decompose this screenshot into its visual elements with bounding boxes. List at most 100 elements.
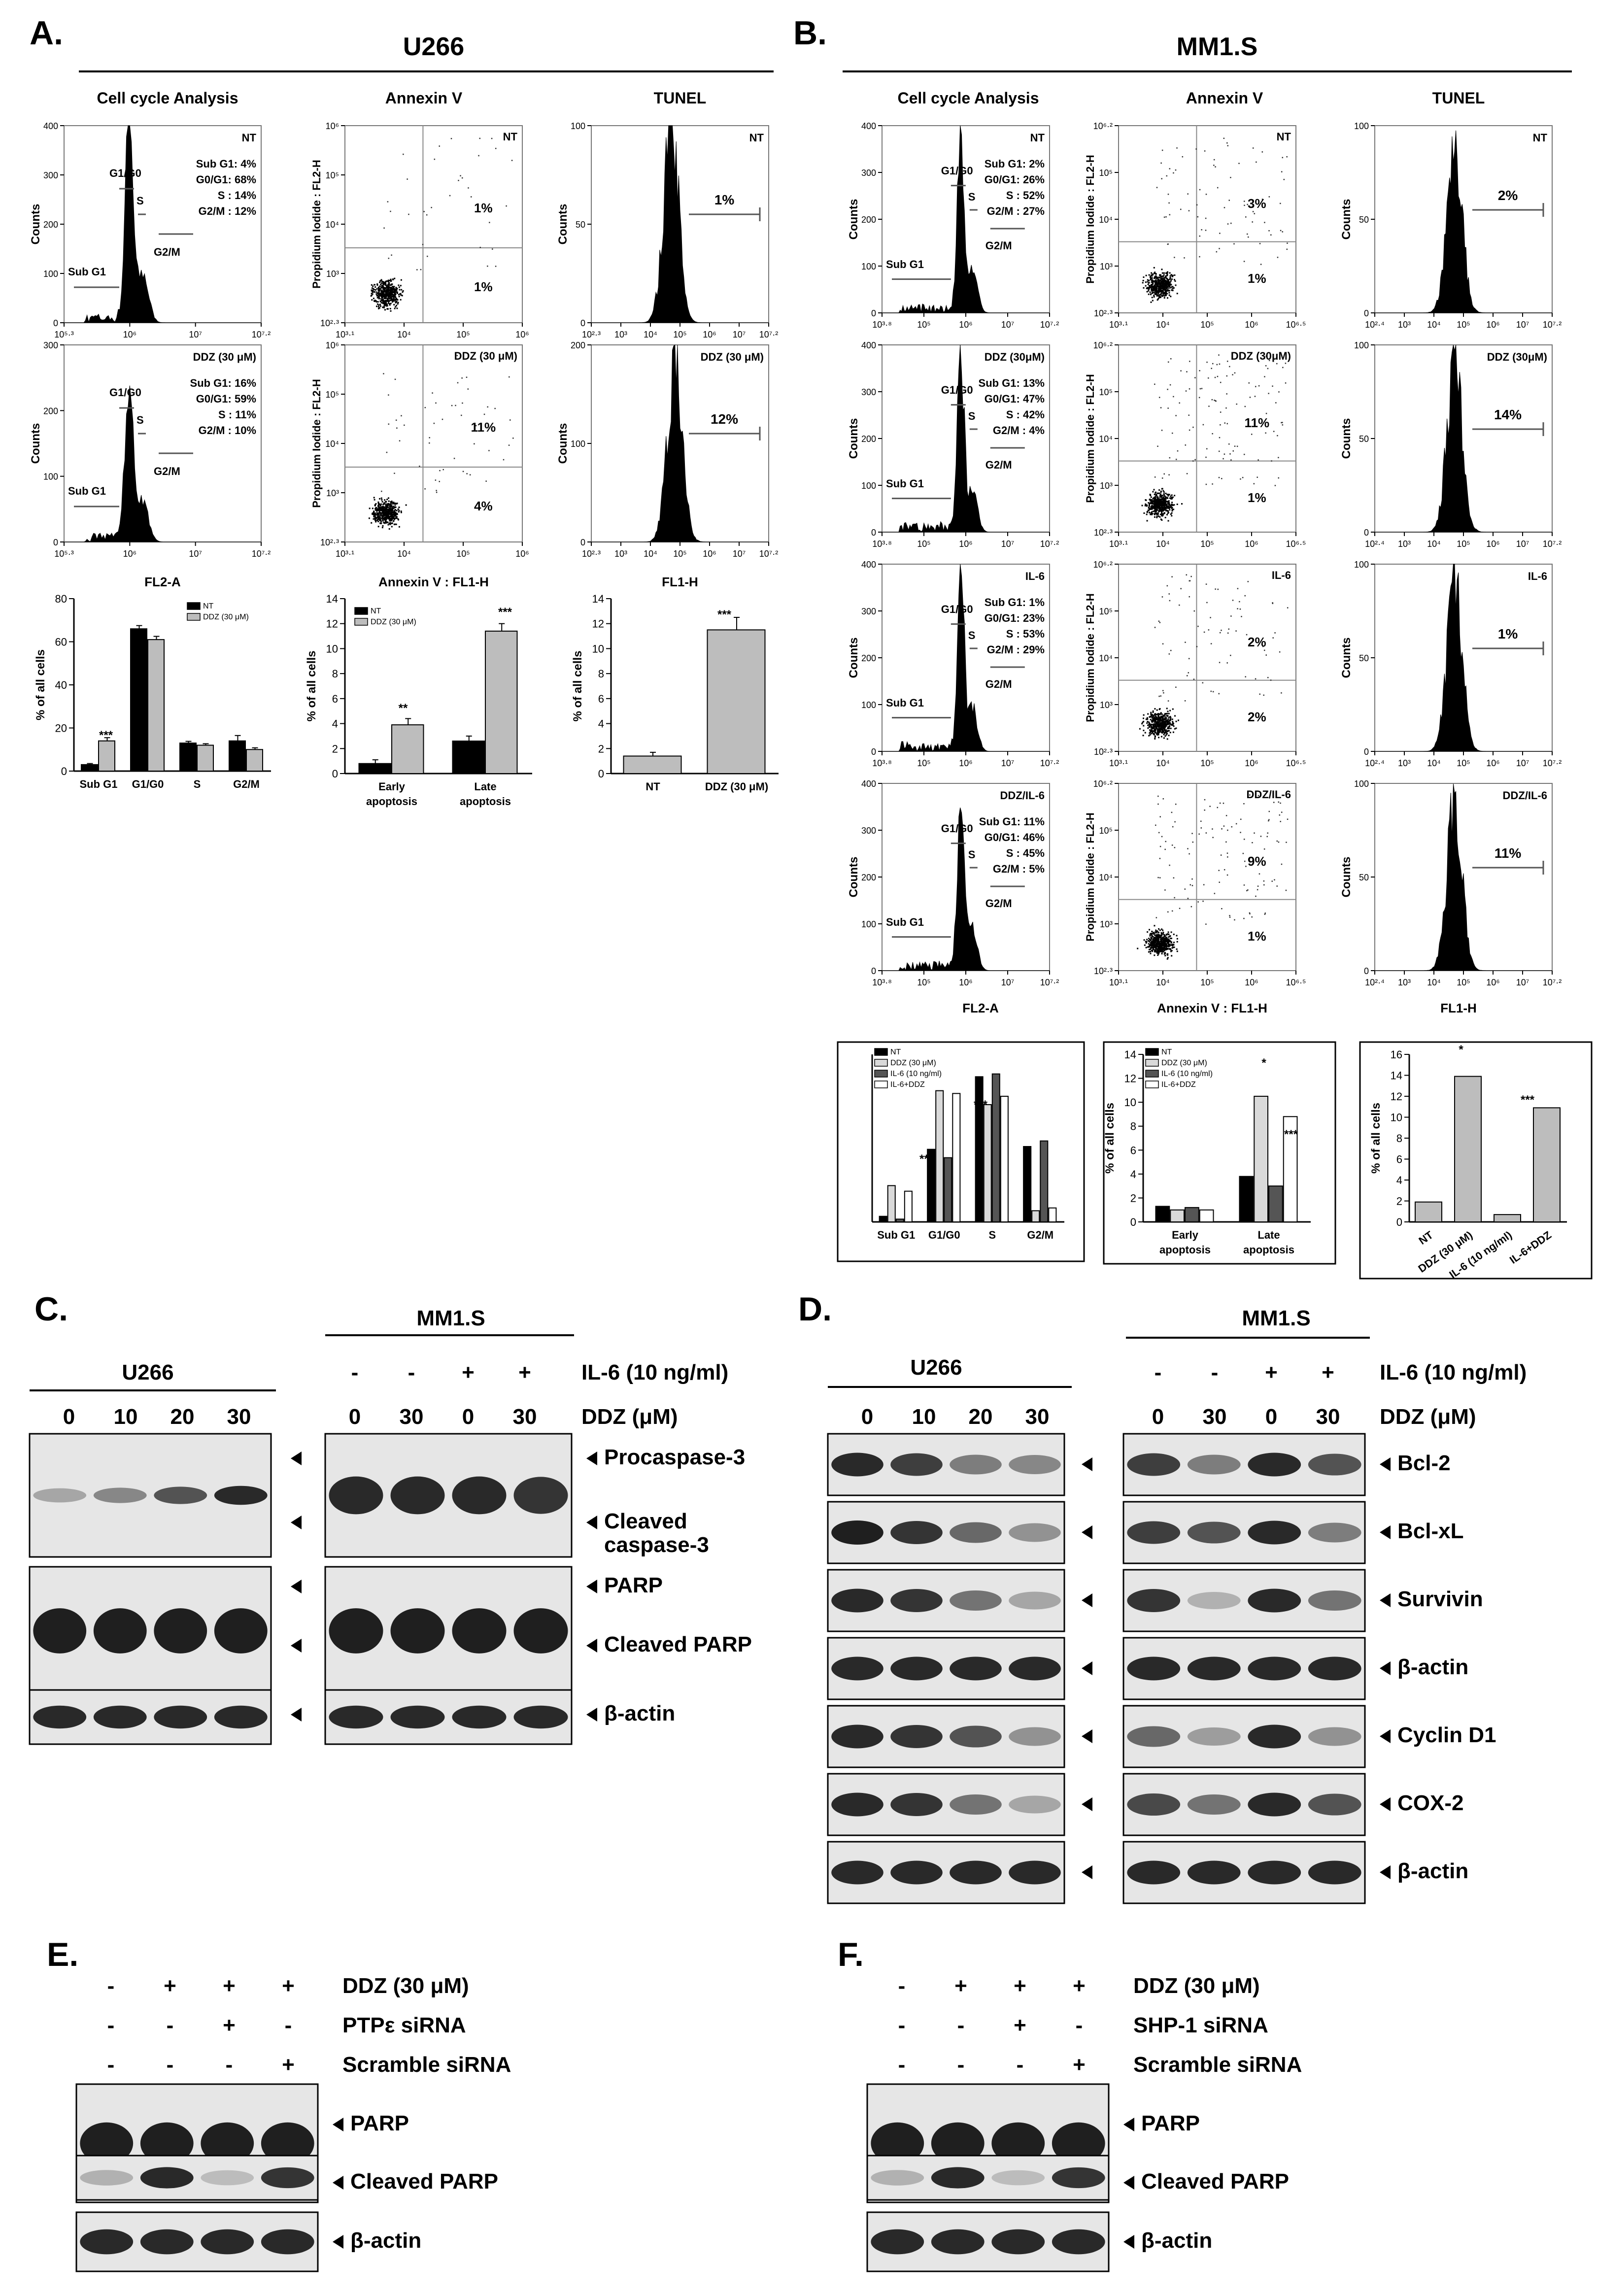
event-dot — [1167, 510, 1169, 512]
event-dot — [1151, 935, 1153, 937]
band-label: PARP — [1141, 2111, 1200, 2135]
event-dot — [386, 293, 388, 295]
event-dot — [394, 511, 396, 513]
event-dot — [378, 503, 380, 505]
late-apoptosis-pct: 3% — [1248, 196, 1266, 211]
bar — [904, 1190, 913, 1223]
event-dot — [1170, 274, 1172, 276]
y-tick-label: 6 — [1396, 1153, 1402, 1166]
event-dot — [1166, 712, 1168, 714]
event-dot — [1163, 947, 1165, 949]
event-dot — [1286, 156, 1288, 158]
event-dot — [394, 473, 395, 474]
event-dot — [1157, 953, 1159, 955]
event-dot — [1170, 942, 1172, 944]
event-dot — [1169, 281, 1171, 283]
event-dot — [1268, 196, 1270, 198]
event-dot — [1214, 893, 1216, 894]
event-dot — [372, 291, 374, 293]
event-dot — [1152, 719, 1154, 721]
event-dot — [1146, 520, 1148, 522]
event-dot — [1164, 276, 1166, 278]
event-dot — [1162, 280, 1164, 282]
event-dot — [1149, 291, 1151, 293]
event-dot — [381, 293, 383, 295]
event-dot — [1150, 939, 1152, 941]
event-dot — [1154, 271, 1156, 273]
event-dot — [1197, 625, 1199, 627]
event-dot — [1159, 295, 1161, 297]
event-dot — [1157, 512, 1159, 514]
event-dot — [1147, 288, 1149, 290]
event-dot — [383, 295, 385, 297]
event-dot — [1179, 908, 1181, 909]
event-dot — [1223, 869, 1225, 871]
event-dot — [1175, 415, 1177, 416]
event-dot — [1218, 450, 1220, 452]
event-dot — [1163, 498, 1165, 500]
event-dot — [1160, 280, 1162, 282]
y-axis-label: Counts — [1340, 199, 1353, 240]
event-dot — [1152, 939, 1154, 941]
event-dot — [1158, 503, 1160, 505]
event-dot — [1164, 729, 1166, 731]
event-dot — [1278, 477, 1280, 479]
event-dot — [1166, 288, 1168, 290]
event-dot — [1168, 942, 1170, 944]
event-dot — [1156, 187, 1158, 188]
y-axis-label: Counts — [556, 204, 570, 245]
y-tick-label: 10 — [1391, 1112, 1402, 1124]
event-dot — [1163, 493, 1165, 495]
event-dot — [1154, 627, 1156, 628]
y-tick-label: 100 — [571, 439, 585, 449]
event-dot — [1169, 509, 1171, 511]
event-dot — [379, 509, 381, 511]
event-dot — [495, 266, 497, 267]
event-dot — [1160, 715, 1162, 717]
event-dot — [1251, 434, 1253, 435]
event-dot — [1189, 388, 1190, 390]
event-dot — [386, 503, 388, 505]
event-dot — [1239, 601, 1240, 603]
event-dot — [390, 294, 392, 296]
event-dot — [1173, 508, 1175, 510]
event-dot — [380, 291, 382, 293]
event-dot — [388, 258, 390, 259]
legend-swatch — [187, 613, 201, 621]
event-dot — [1161, 513, 1163, 515]
event-dot — [1173, 287, 1175, 289]
event-dot — [1224, 422, 1226, 424]
legend-swatch — [1145, 1070, 1159, 1078]
event-dot — [1162, 949, 1164, 951]
event-dot — [1150, 500, 1152, 502]
event-dot — [1247, 581, 1249, 582]
panel-letter-A: A. — [30, 14, 63, 52]
x-tick-label: 10³·¹ — [336, 549, 354, 559]
event-dot — [1229, 916, 1231, 918]
event-dot — [1163, 281, 1165, 283]
event-dot — [385, 302, 387, 304]
event-dot — [1164, 285, 1166, 287]
dose-label: 30 — [1203, 1405, 1227, 1429]
event-dot — [481, 361, 483, 363]
event-dot — [390, 298, 392, 300]
event-dot — [390, 289, 392, 291]
event-dot — [395, 291, 397, 293]
event-dot — [1171, 508, 1173, 510]
blot-band — [831, 1792, 883, 1817]
blot-band — [80, 2170, 134, 2186]
event-dot — [371, 299, 373, 301]
event-dot — [1252, 221, 1253, 223]
event-dot — [1160, 932, 1162, 934]
event-dot — [1165, 729, 1167, 731]
event-dot — [1205, 923, 1207, 925]
event-dot — [1155, 275, 1157, 277]
x-tick-label: 10⁷·² — [1543, 978, 1562, 987]
significance-marker: *** — [99, 729, 113, 742]
condition-label: IL-6 — [1025, 570, 1045, 582]
dose-label: 30 — [1316, 1405, 1340, 1429]
event-dot — [381, 515, 383, 517]
y-tick-label: 2 — [598, 743, 604, 755]
event-dot — [391, 517, 393, 519]
